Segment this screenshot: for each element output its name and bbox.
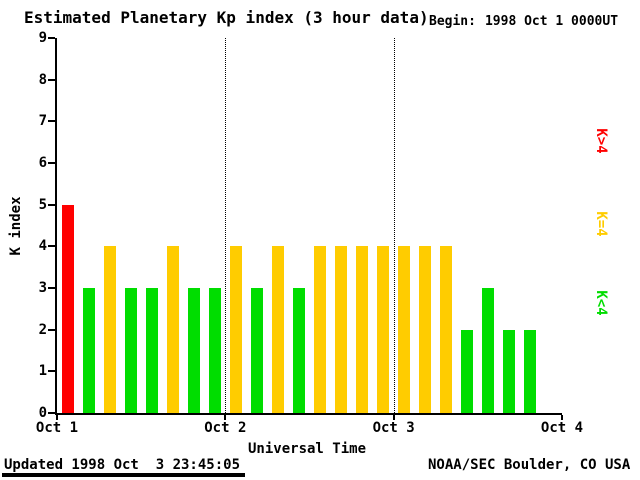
begin-value: 1998 Oct 1 0000UT [484, 14, 619, 29]
y-tick-mark [48, 412, 55, 414]
x-tick-mark [392, 415, 395, 420]
kp-bar [356, 246, 369, 413]
y-tick-mark [48, 370, 55, 373]
kp-bar [524, 329, 537, 413]
kp-bar [314, 246, 327, 413]
kp-bar [335, 246, 348, 413]
day-boundary-gridline [393, 38, 395, 413]
y-tick-mark [48, 203, 55, 206]
y-tick-label: 1 [38, 363, 47, 380]
kp-bar [461, 329, 474, 413]
kp-bar [482, 288, 495, 413]
kp-bar [61, 204, 74, 413]
kp-bar [271, 246, 284, 413]
x-tick-mark [56, 415, 58, 420]
kp-bar [103, 246, 116, 413]
kp-bar [250, 288, 263, 413]
y-tick-mark [48, 162, 55, 164]
begin-label: Begin: [429, 14, 476, 29]
kp-bar [419, 246, 432, 413]
kp-bar [82, 288, 95, 413]
y-tick-label: 7 [38, 113, 47, 130]
y-tick-mark [48, 287, 55, 289]
x-tick-label: Oct 3 [372, 420, 415, 436]
begin-time: Begin: 1998 Oct 1 0000UT [429, 14, 618, 29]
legend-item: K>4 [593, 128, 609, 154]
kp-bar [292, 288, 305, 413]
y-tick-label: 9 [38, 30, 47, 46]
x-axis-label: Universal Time [247, 441, 367, 457]
x-tick-label: Oct 1 [35, 420, 79, 436]
y-tick-mark [48, 328, 55, 331]
y-tick-mark [48, 78, 55, 81]
kp-bar [398, 246, 411, 413]
chart-title: Estimated Planetary Kp index (3 hour dat… [24, 8, 429, 27]
x-tick-mark [224, 415, 227, 420]
y-tick-label: 4 [38, 238, 47, 255]
y-tick-mark [48, 245, 55, 248]
day-boundary-gridline [225, 38, 227, 413]
y-tick-label: 5 [38, 196, 47, 213]
kp-bar [145, 288, 158, 413]
y-tick-label: 6 [38, 155, 47, 171]
legend-item: K<4 [593, 290, 609, 316]
footer-underline [2, 473, 245, 477]
y-tick-label: 8 [38, 71, 47, 88]
kp-bar [187, 288, 200, 413]
x-tick-mark [561, 415, 563, 420]
source-attribution: NOAA/SEC Boulder, CO USA [428, 457, 631, 473]
x-tick-label: Oct 4 [540, 420, 584, 436]
kp-bar [208, 288, 221, 413]
kp-bar [166, 246, 179, 413]
legend-item: K=4 [593, 211, 609, 237]
y-tick-label: 3 [38, 280, 47, 296]
kp-bar [440, 246, 453, 413]
kp-bar [229, 246, 242, 413]
x-tick-label: Oct 2 [204, 420, 247, 436]
plot-area: 0 1 2 3 4 5 6 7 8 9 Oct 1 Oct 2 Oct 3 Oct 4 [36, 30, 583, 436]
updated-timestamp: Updated 1998 Oct 3 23:45:05 [4, 457, 241, 473]
y-tick-mark [48, 37, 55, 39]
kp-bar [377, 246, 390, 413]
y-tick-mark [48, 120, 55, 123]
y-tick-label: 0 [38, 405, 47, 421]
kp-bar [503, 329, 516, 413]
kp-bar [124, 288, 137, 413]
y-tick-label: 2 [38, 321, 47, 338]
